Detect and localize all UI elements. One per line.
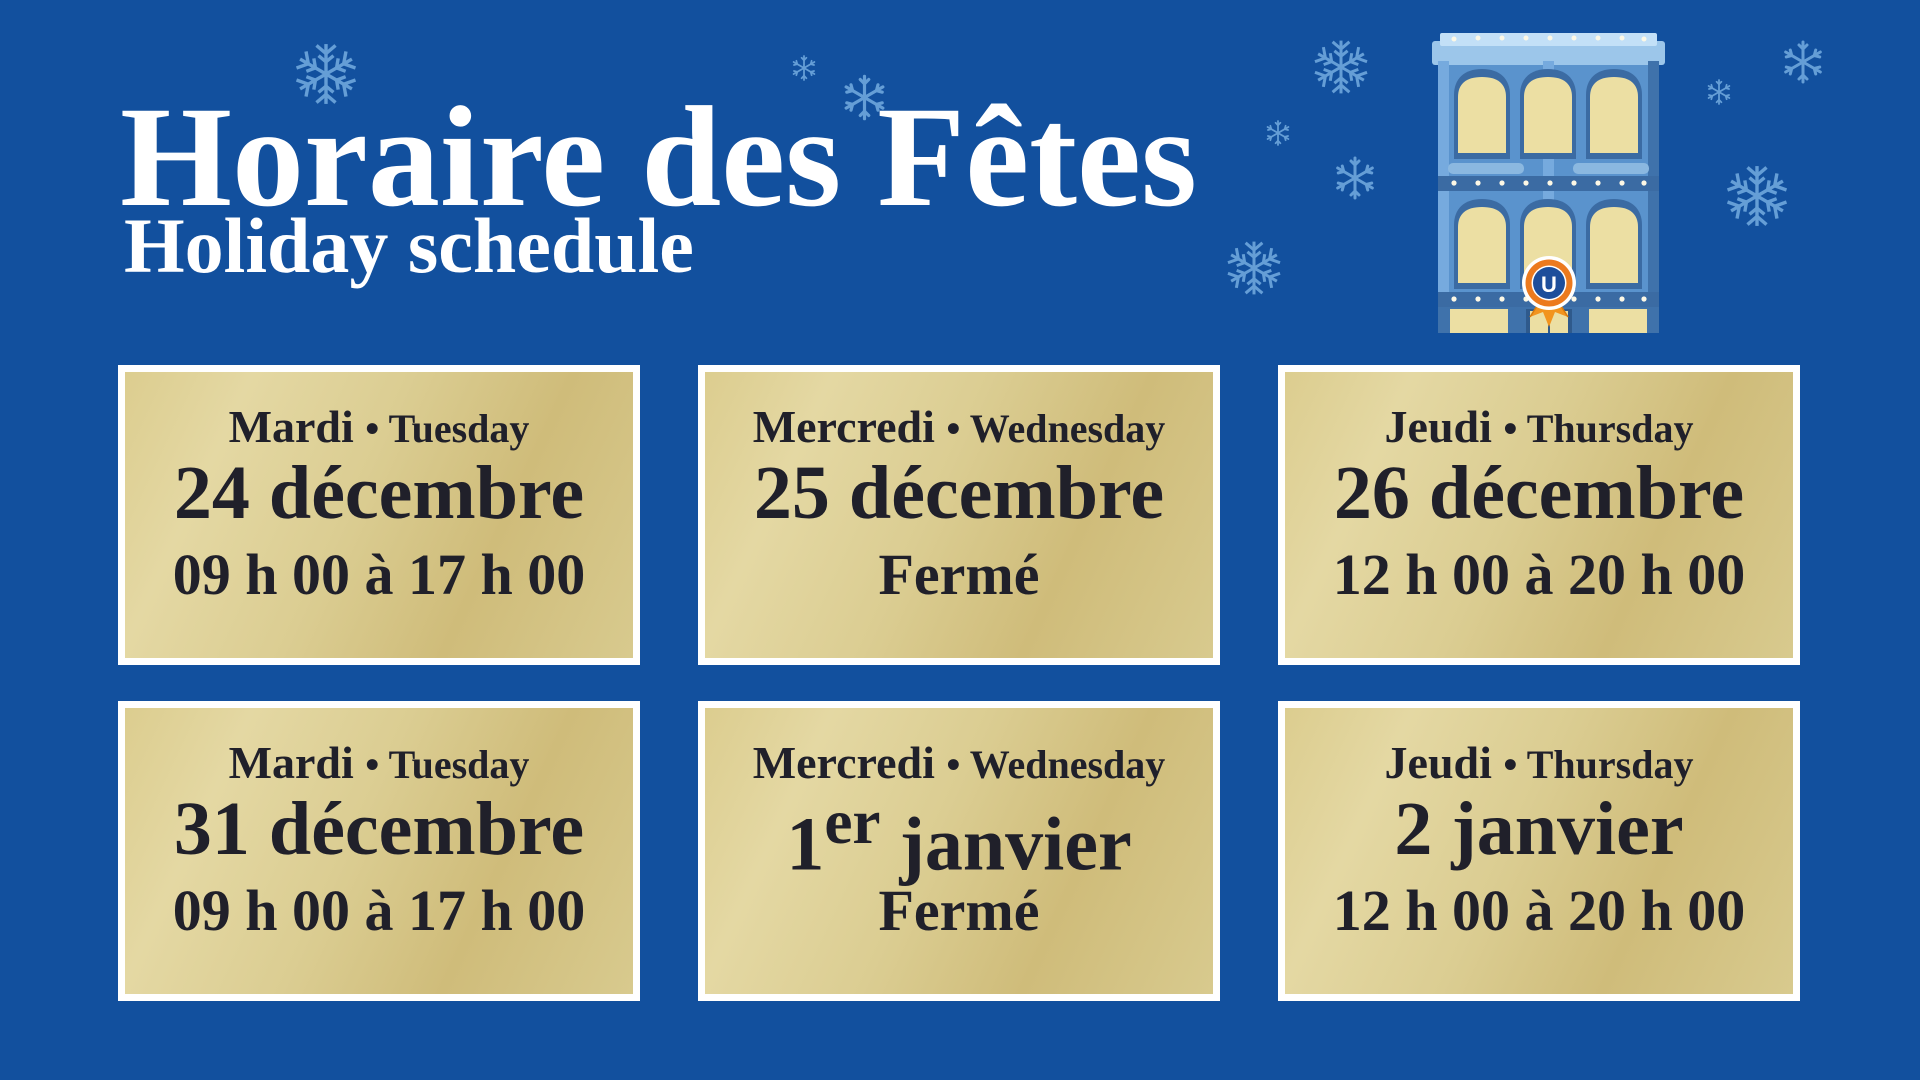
- svg-text:U: U: [1541, 272, 1557, 297]
